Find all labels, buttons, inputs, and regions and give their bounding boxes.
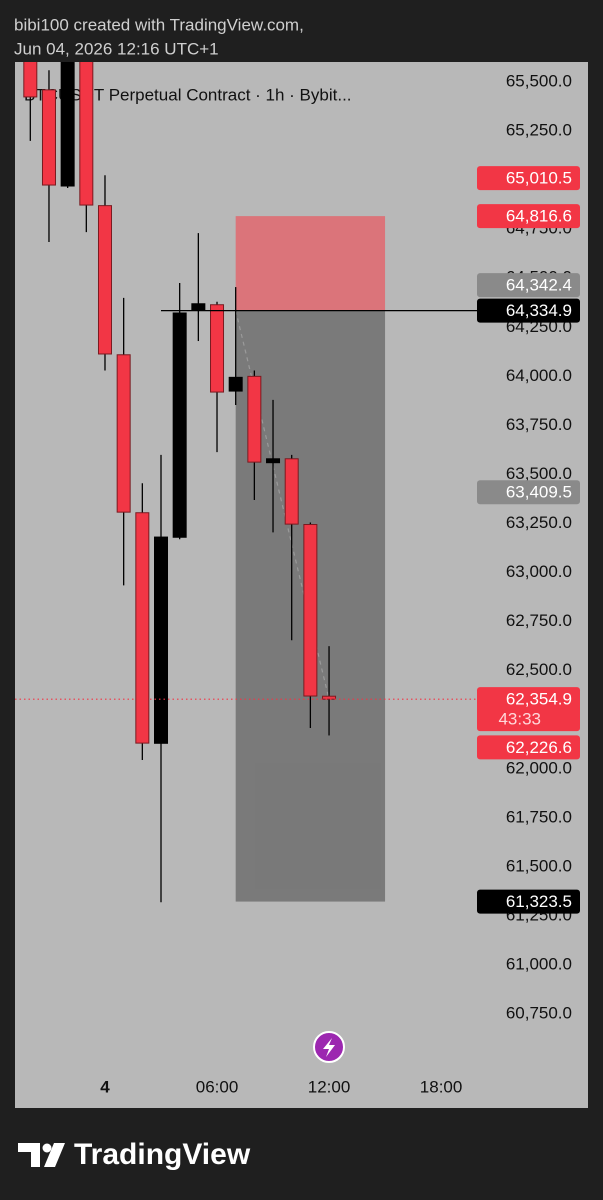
price-label-box [477,735,580,760]
y-tick-label: 62,500.0 [506,660,572,679]
price-label: 61,323.5 [506,892,572,911]
y-tick-label: 62,000.0 [506,758,572,777]
brand-logo: TradingView [18,1138,251,1171]
candle-body [79,62,94,206]
candle-body [172,312,187,538]
chart-title: BTCUSDT Perpetual Contract · 1h · Bybit.… [24,85,352,104]
x-tick-label: 06:00 [196,1077,239,1096]
candle-body [210,304,225,393]
header-line2: Jun 04, 2026 12:16 UTC+1 [14,39,219,58]
price-label-box [477,273,580,298]
candle-body [97,205,112,355]
candle-body [322,695,337,700]
header-line1: bibi100 created with TradingView.com, [14,15,304,34]
price-label: 64,816.6 [506,207,572,226]
candle-body [303,524,318,697]
price-label-box [477,298,580,323]
y-tick-label: 61,500.0 [506,856,572,875]
lightning-icon[interactable] [313,1031,345,1063]
price-label: 62,226.6 [506,738,572,757]
y-tick-label: 63,000.0 [506,562,572,581]
candle-body [228,376,243,392]
price-label: 65,010.5 [506,169,572,188]
y-tick-label: 61,000.0 [506,955,572,974]
plot: BTCUSDT Perpetual Contract · 1h · Bybit.… [15,62,477,903]
y-tick-label: 63,750.0 [506,415,572,434]
price-label-box [477,889,580,914]
y-tick-label: 62,750.0 [506,611,572,630]
y-tick-label: 60,750.0 [506,1004,572,1023]
price-label: 63,409.5 [506,483,572,502]
y-tick-label: 64,000.0 [506,366,572,385]
x-tick-label: 12:00 [308,1077,351,1096]
candle-body [284,458,299,525]
current-price-label: 62,354.9 [506,690,572,709]
candle-body [60,62,75,187]
candle-body [191,303,206,311]
candle-body [116,354,131,513]
price-label-box [477,480,580,505]
y-tick-label: 65,250.0 [506,121,572,140]
price-axis: 65,500.065,250.065,000.064,750.064,500.0… [477,71,580,1023]
stop-zone [235,216,386,311]
position-path [235,310,330,700]
price-label: 64,334.9 [506,301,572,320]
candle-body [135,512,150,744]
x-tick-label: 4 [100,1077,110,1096]
price-label-box [477,204,580,229]
current-price-box [477,687,580,732]
candle-body [154,536,169,744]
price-label: 64,342.4 [506,276,572,295]
candle-body [41,89,56,186]
y-tick-label: 63,250.0 [506,513,572,532]
x-tick-label: 18:00 [420,1077,463,1096]
y-tick-label: 63,500.0 [506,464,572,483]
countdown: 43:33 [498,710,541,729]
candle-body [266,458,281,464]
brand-name: TradingView [74,1138,251,1171]
candle-body [247,375,262,463]
y-tick-label: 65,500.0 [506,71,572,90]
candle-body [23,62,38,98]
y-tick-label: 61,750.0 [506,807,572,826]
price-label-box [477,166,580,191]
